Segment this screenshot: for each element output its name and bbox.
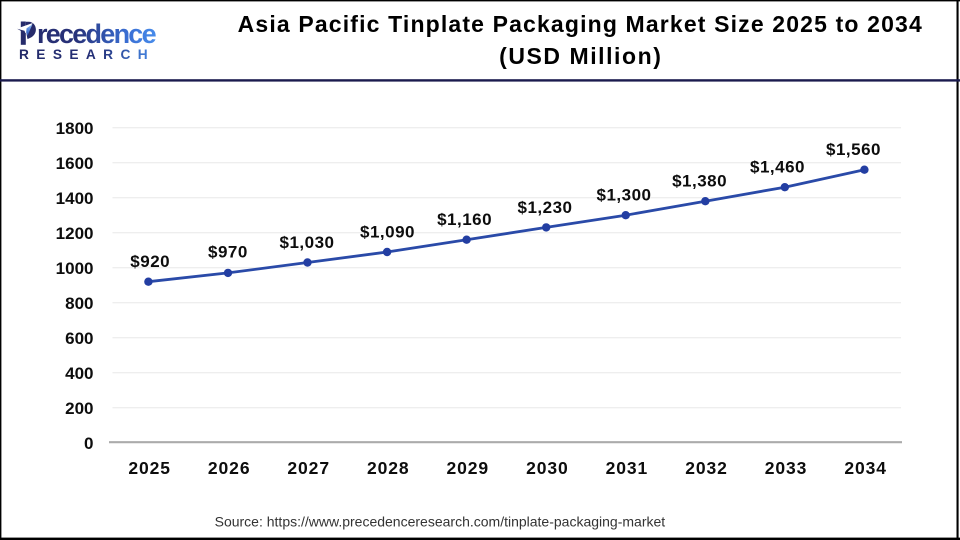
svg-text:recedence: recedence [37,19,157,49]
svg-text:2034: 2034 [844,458,887,478]
svg-text:2033: 2033 [765,458,808,478]
svg-text:$920: $920 [130,252,170,271]
svg-text:Source: https://www.precedence: Source: https://www.precedenceresearch.c… [215,514,666,530]
svg-text:2031: 2031 [606,458,649,478]
svg-text:(USD Million): (USD Million) [499,43,662,69]
svg-text:$1,030: $1,030 [280,233,335,252]
svg-text:2030: 2030 [526,458,569,478]
svg-text:Asia Pacific Tinplate Packagin: Asia Pacific Tinplate Packaging Market S… [238,11,923,37]
svg-text:0: 0 [84,434,93,453]
svg-text:1800: 1800 [56,119,94,138]
svg-text:$1,300: $1,300 [597,186,652,205]
svg-text:2028: 2028 [367,458,410,478]
svg-text:$1,230: $1,230 [518,198,573,217]
svg-text:2032: 2032 [685,458,728,478]
svg-text:1200: 1200 [56,224,94,243]
svg-text:$970: $970 [208,242,248,261]
svg-text:200: 200 [65,399,93,418]
svg-text:$1,460: $1,460 [750,158,805,177]
svg-text:2027: 2027 [287,458,330,478]
svg-text:$1,160: $1,160 [437,210,492,229]
svg-text:800: 800 [65,294,93,313]
svg-text:1000: 1000 [56,259,94,278]
svg-text:2029: 2029 [447,458,490,478]
svg-text:2025: 2025 [128,458,171,478]
svg-text:600: 600 [65,329,93,348]
svg-text:1600: 1600 [56,154,94,173]
svg-text:2026: 2026 [208,458,251,478]
svg-text:RESEARCH: RESEARCH [19,47,155,62]
svg-text:400: 400 [65,364,93,383]
svg-text:$1,090: $1,090 [360,222,415,241]
svg-text:$1,380: $1,380 [672,172,727,191]
svg-text:$1,560: $1,560 [826,140,881,159]
svg-text:1400: 1400 [56,189,94,208]
